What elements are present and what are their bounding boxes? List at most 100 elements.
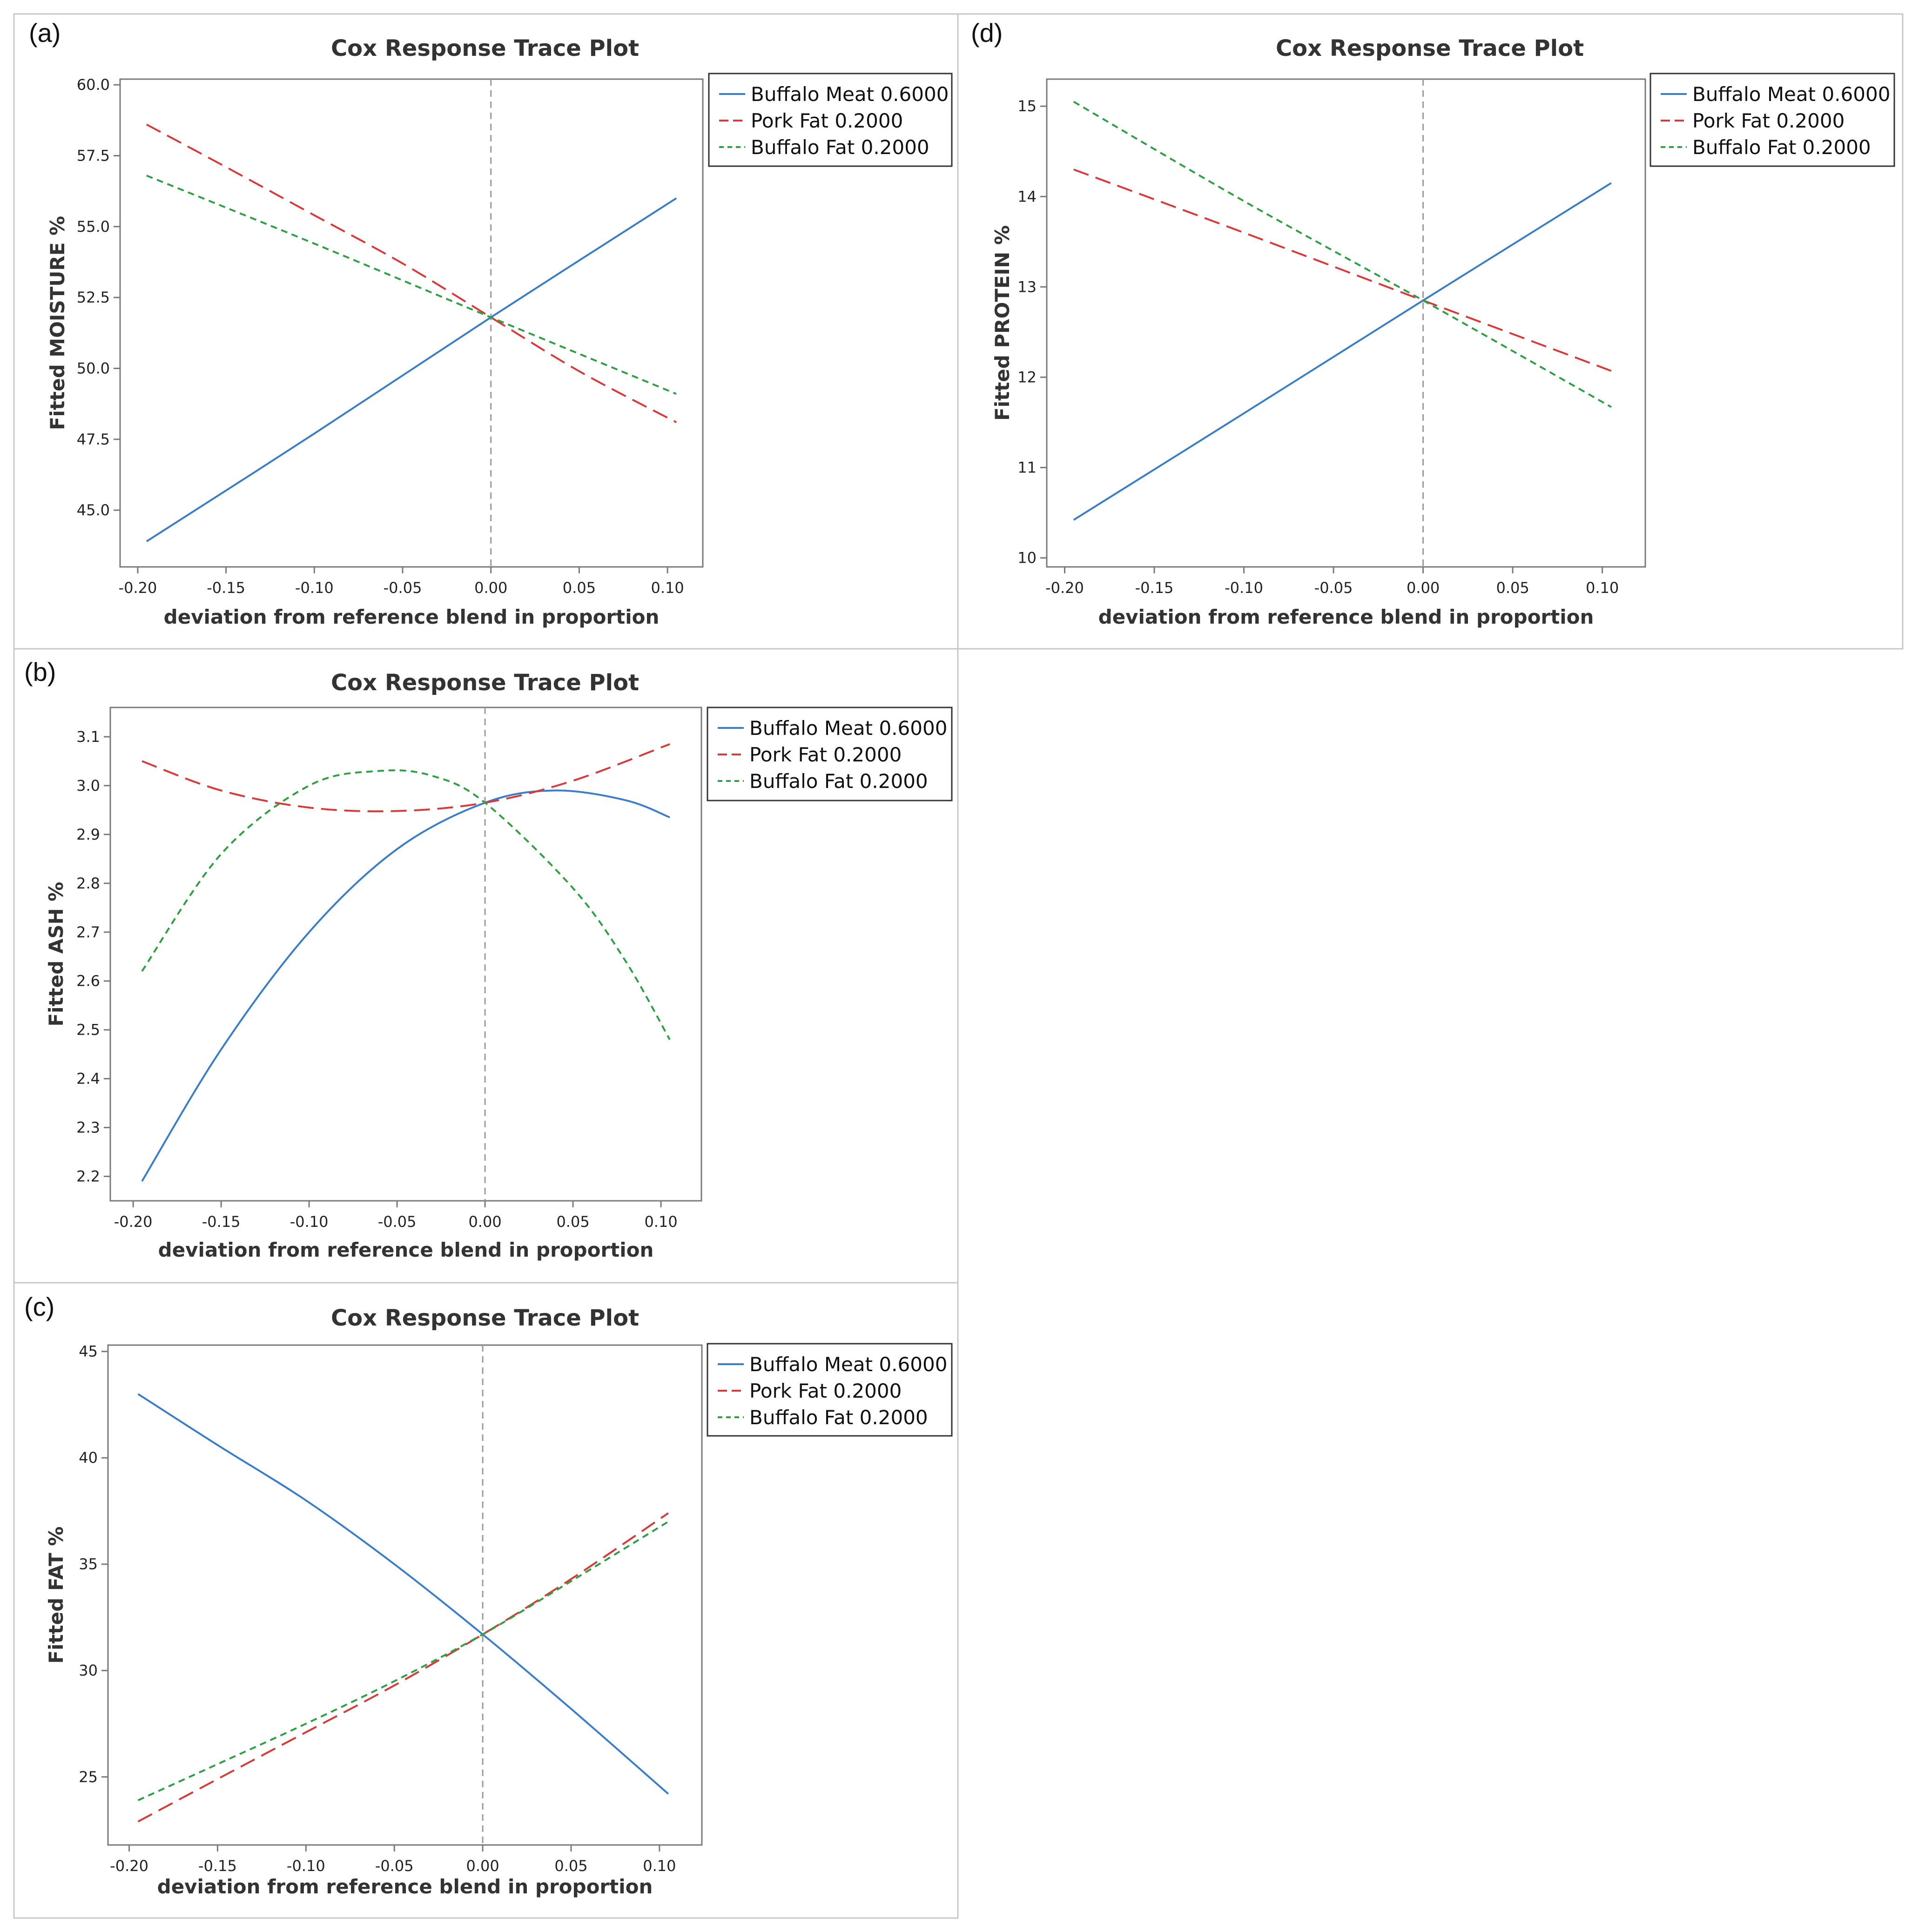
y-tick-label: 57.5: [77, 147, 110, 165]
y-tick-label: 14: [1017, 188, 1037, 205]
panel-border: [13, 1282, 959, 1919]
legend-box: [707, 1343, 953, 1437]
legend-entry: Buffalo Fat 0.2000: [749, 770, 928, 793]
y-tick-label: 45.0: [77, 501, 110, 519]
x-tick-label: -0.15: [207, 579, 245, 597]
x-axis-label: deviation from reference blend in propor…: [157, 1875, 653, 1898]
x-tick-label: -0.15: [202, 1213, 241, 1231]
y-tick-label: 60.0: [77, 76, 110, 94]
y-tick-label: 2.9: [76, 826, 100, 843]
chart-title: Cox Response Trace Plot: [331, 1305, 639, 1331]
chart-panel-d: (d) Cox Response Trace Plot -0.20 -0.15 -0.1…: [957, 13, 1904, 650]
y-tick-label: 2.8: [76, 875, 100, 892]
y-tick-label: 2.3: [76, 1119, 100, 1137]
y-tick-label: 2.2: [76, 1168, 100, 1185]
x-tick-label: -0.15: [1135, 579, 1174, 597]
x-axis-label: deviation from reference blend in propor…: [164, 606, 660, 628]
plot-area: [109, 707, 702, 1202]
panel-label: (d): [971, 18, 1003, 47]
x-tick-label: 0.10: [651, 579, 684, 597]
chart-panel-a: (a) Cox Response Trace Plot -0.20 -0.15 -0.1…: [13, 13, 959, 650]
x-tick-label: -0.20: [119, 579, 157, 597]
series-line-d-0: [1073, 182, 1612, 521]
series-line-b-0: [141, 789, 670, 1182]
x-tick-label: 0.10: [643, 1857, 676, 1875]
legend-entry: Pork Fat 0.2000: [749, 743, 902, 766]
y-tick-label: 52.5: [77, 289, 110, 306]
x-tick-label: 0.00: [474, 579, 507, 597]
x-tick-label: -0.10: [287, 1857, 325, 1875]
chart-title: Cox Response Trace Plot: [331, 670, 639, 696]
series-line-a-1: [146, 123, 677, 424]
legend-box: [708, 73, 953, 167]
y-tick-label: 3.0: [76, 777, 100, 794]
y-tick-label: 13: [1017, 278, 1037, 296]
x-tick-label: 0.00: [466, 1857, 499, 1875]
y-tick-label: 47.5: [77, 431, 110, 448]
x-tick-label: -0.15: [198, 1857, 237, 1875]
x-axis-label: deviation from reference blend in propor…: [158, 1239, 654, 1261]
y-tick-label: 50.0: [77, 359, 110, 377]
chart-title: Cox Response Trace Plot: [331, 35, 639, 61]
x-tick-label: 0.00: [1407, 579, 1440, 597]
y-axis-label: Fitted MOISTURE %: [46, 216, 69, 430]
chart-panel-c: (c) Cox Response Trace Plot -0.20 -0.15 -0.1…: [13, 1282, 959, 1919]
x-axis-label: deviation from reference blend in propor…: [1098, 606, 1594, 628]
legend-entry: Buffalo Meat 0.6000: [1692, 83, 1890, 106]
legend-entry: Buffalo Fat 0.2000: [749, 1406, 928, 1429]
plot-area: [1046, 78, 1646, 568]
y-tick-label: 11: [1017, 459, 1037, 477]
legend-entry: Buffalo Fat 0.2000: [751, 136, 929, 159]
x-tick-label: 0.10: [644, 1213, 677, 1231]
legend-entry: Pork Fat 0.2000: [749, 1380, 902, 1402]
y-tick-label: 2.7: [76, 923, 100, 941]
legend-box: [1649, 73, 1895, 167]
x-tick-label: -0.20: [1045, 579, 1084, 597]
y-tick-label: 55.0: [77, 218, 110, 236]
chart-title: Cox Response Trace Plot: [1276, 35, 1584, 61]
y-tick-label: 2.4: [76, 1070, 100, 1088]
series-line-d-2: [1073, 101, 1612, 408]
x-tick-label: -0.10: [290, 1213, 329, 1231]
panel-label: (b): [24, 657, 56, 687]
x-tick-label: 0.05: [563, 579, 596, 597]
series-line-b-2: [141, 769, 671, 1040]
chart-panel-b: (b) Cox Response Trace Plot -0.20 -0.15 -0.1…: [13, 648, 959, 1284]
x-tick-label: -0.05: [375, 1857, 414, 1875]
legend-entry: Buffalo Meat 0.6000: [749, 1353, 947, 1376]
x-tick-label: -0.05: [1314, 579, 1353, 597]
panel-border: [957, 13, 1904, 650]
x-tick-label: 0.10: [1586, 579, 1619, 597]
x-tick-label: 0.05: [554, 1857, 587, 1875]
plot-area: [107, 1344, 703, 1846]
y-tick-label: 2.6: [76, 972, 100, 990]
legend-box: [707, 707, 953, 801]
series-line-c-0: [137, 1393, 669, 1795]
y-axis-label: Fitted ASH %: [45, 882, 67, 1026]
plot-area: [119, 78, 704, 568]
y-axis-label: Fitted PROTEIN %: [991, 225, 1014, 421]
x-tick-label: 0.00: [468, 1213, 501, 1231]
y-tick-label: 40: [79, 1449, 98, 1467]
x-tick-label: -0.05: [384, 579, 422, 597]
y-tick-label: 10: [1017, 549, 1037, 567]
x-tick-label: -0.10: [295, 579, 334, 597]
x-tick-label: -0.05: [378, 1213, 417, 1231]
y-tick-label: 45: [79, 1343, 98, 1360]
x-tick-label: -0.20: [114, 1213, 153, 1231]
y-tick-label: 30: [79, 1662, 98, 1679]
legend-entry: Pork Fat 0.2000: [1692, 109, 1845, 132]
legend-entry: Buffalo Fat 0.2000: [1692, 136, 1871, 159]
x-tick-label: -0.10: [1225, 579, 1263, 597]
y-tick-label: 35: [79, 1555, 98, 1573]
panel-label: (a): [29, 18, 61, 47]
y-tick-label: 2.5: [76, 1021, 100, 1039]
series-line-c-2: [137, 1521, 669, 1801]
legend-entry: Buffalo Meat 0.6000: [751, 83, 949, 106]
series-line-d-1: [1073, 168, 1612, 372]
panel-label: (c): [24, 1292, 54, 1321]
legend-entry: Pork Fat 0.2000: [751, 109, 903, 132]
y-tick-label: 15: [1017, 97, 1037, 115]
y-axis-label: Fitted FAT %: [45, 1527, 67, 1664]
